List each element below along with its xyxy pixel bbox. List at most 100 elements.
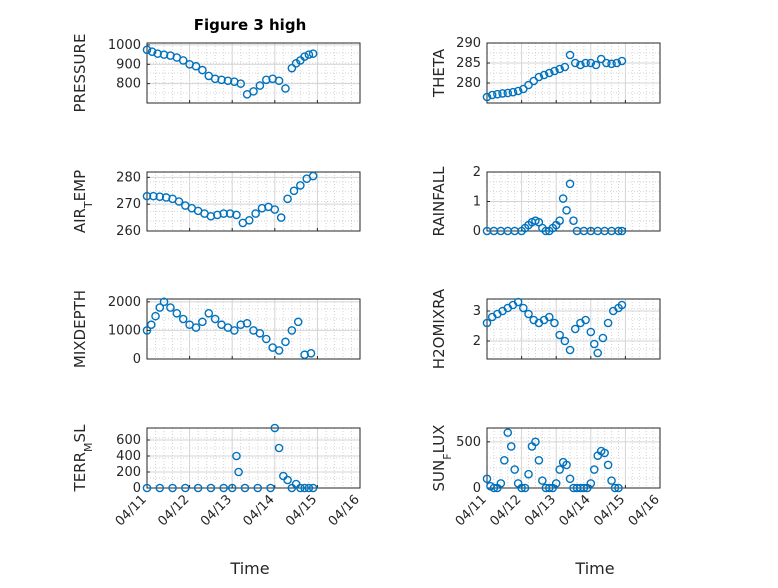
data-point [198,317,207,327]
axes-box [146,171,361,232]
data-point [508,87,518,97]
data-point [482,474,492,484]
data-point [255,81,265,90]
y-tick-label: 285 [456,56,481,71]
data-point [607,476,616,485]
data-point [489,483,499,493]
x-tick-label: 04/11 [453,492,490,529]
data-point [614,226,623,236]
data-point [565,179,575,189]
y-tick-label: 0 [473,481,481,496]
y-tick-label: 2 [473,334,481,349]
data-point [147,47,157,57]
axes-box [486,298,661,360]
data-point [589,465,599,474]
data-point [255,328,265,338]
data-point [570,324,580,334]
panel-theta: 290 285 280 THETA [430,36,661,104]
data-point [168,483,177,493]
x-tick-label: 04/13 [522,492,559,529]
data-point [544,483,554,493]
y-tick-label: 400 [116,449,141,464]
data-point [296,181,305,190]
data-point [593,348,603,358]
x-tick-label: 04/16 [326,492,363,529]
data-point [529,76,539,86]
data-point [172,308,182,318]
data-point [308,171,318,181]
panel-rainfall: 2 1 0 RAINFALL [430,165,661,239]
panel-air_temp: 280 270 260 AIRTEMP [71,170,361,239]
data-point [296,483,305,493]
panel-pressure: 1000 900 800 PRESSURE [71,34,361,112]
y-tick-label: 260 [116,224,141,239]
axes-box [486,42,661,104]
data-point [210,74,220,84]
data-point [300,52,309,61]
y-axis-label-rainfall: RAINFALL [430,166,448,237]
data-point [283,475,292,485]
data-point [181,483,190,493]
data-point [562,460,571,470]
y-tick-label: 2 [473,165,481,180]
y-tick-label: 900 [116,57,141,72]
x-tick-label: 04/11 [113,492,150,529]
data-point [550,318,559,328]
data-point [555,330,564,340]
y-tick-label: 500 [456,435,481,450]
data-point [210,314,220,324]
y-tick-label: 280 [456,76,481,91]
data-point [520,483,530,493]
data-point [534,72,544,82]
y-tick-label: 270 [116,197,141,212]
data-point [513,86,523,96]
data-point [482,318,492,328]
y-tick-label: 0 [133,352,141,367]
data-point [581,315,590,325]
x-tick-label: 04/15 [591,492,628,529]
y-axis-label-h2omixra: H2OMIXRA [430,288,448,369]
data-point [232,210,241,220]
data-point [499,456,509,465]
data-point [612,58,622,68]
data-point [289,186,299,196]
data-point [610,483,620,493]
data-point [159,50,169,59]
data-point [191,61,201,71]
x-tick-label: 04/15 [283,492,320,529]
data-point [174,197,184,206]
data-point [151,311,160,321]
data-point [555,465,564,474]
data-point [541,226,551,236]
y-axis-label-sun_flux: SUNFLUX [430,425,454,492]
data-point [193,483,203,493]
data-point [283,194,292,204]
y-axis-label-sub: F [441,453,454,459]
data-point [146,320,156,330]
y-axis-label-rest: EMP [71,170,89,201]
data-point [291,479,301,489]
figure-title: Figure 3 high [194,16,307,34]
data-point [579,483,589,493]
data-point [586,479,596,488]
data-point [219,209,228,218]
data-point [565,345,575,355]
y-tick-label: 290 [456,36,481,51]
data-point [153,49,162,58]
y-tick-label: 2000 [108,295,141,310]
y-tick-label: 200 [116,465,141,480]
data-point [524,469,533,479]
data-point [142,45,152,55]
data-point [244,215,254,225]
data-point [565,474,575,484]
data-point [513,297,523,307]
data-point [496,479,506,488]
data-point [617,300,627,310]
data-point [589,339,599,349]
y-axis-label-main: TERR [71,452,89,493]
data-point [534,456,544,465]
panel-sun_flux: 5000SUNFLUX04/1104/1204/1304/1404/1504/1… [430,425,663,530]
data-point [230,326,239,335]
